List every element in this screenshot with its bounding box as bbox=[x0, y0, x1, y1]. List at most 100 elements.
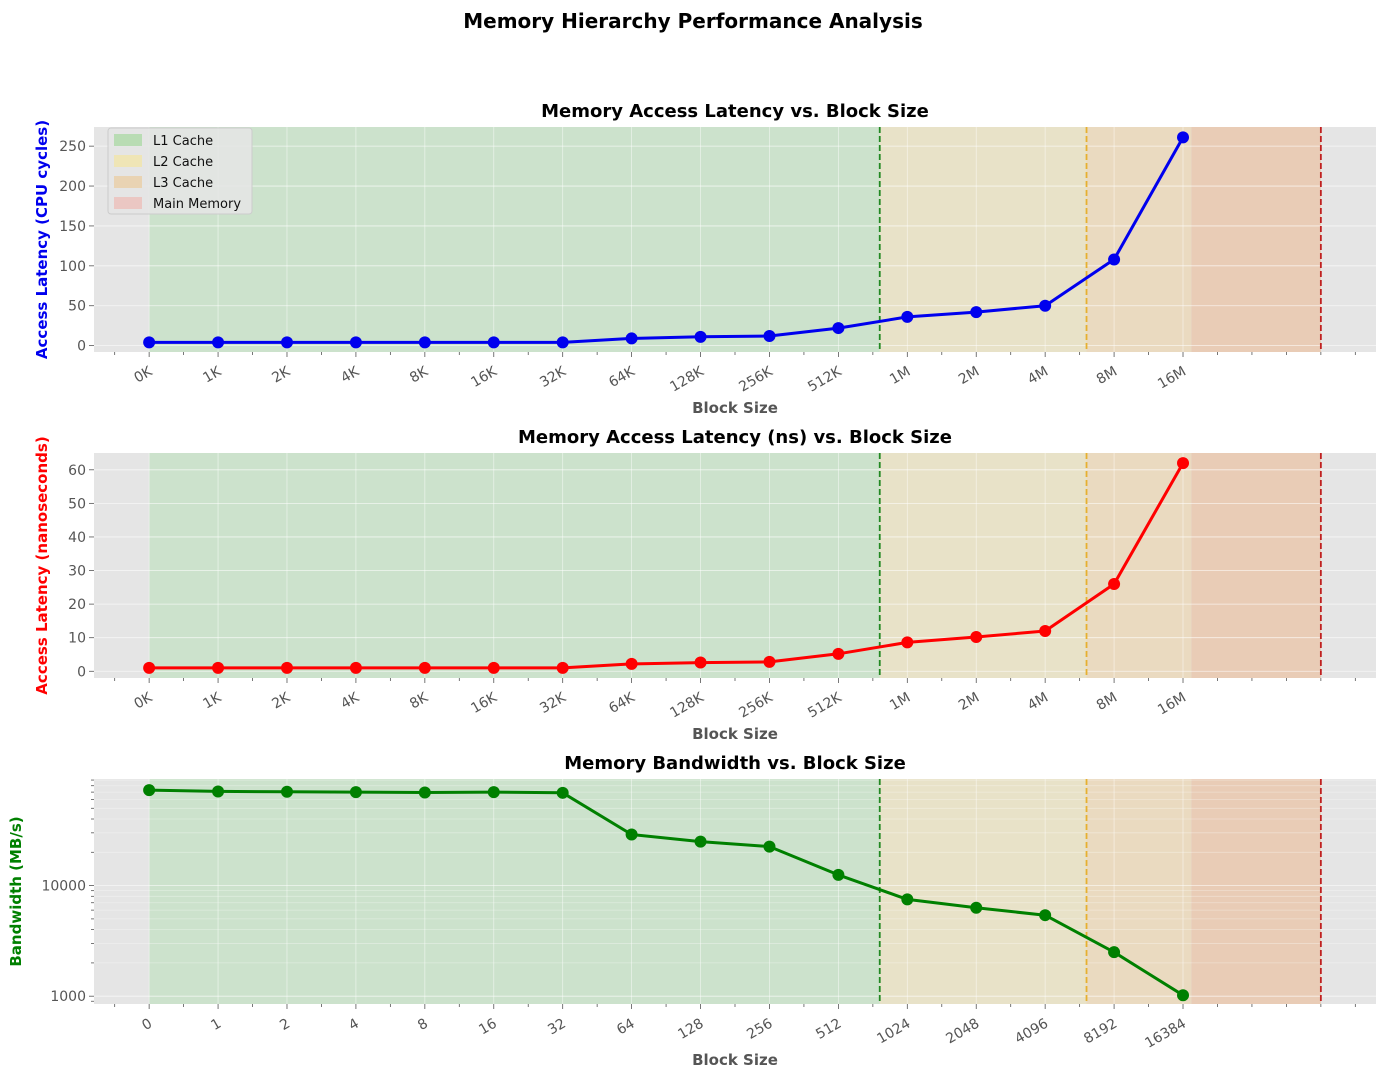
data-point bbox=[487, 786, 500, 799]
legend-swatch bbox=[114, 155, 142, 167]
data-point bbox=[143, 784, 156, 797]
data-point bbox=[763, 655, 776, 668]
x-tick-label: 16 bbox=[476, 1016, 500, 1039]
grid bbox=[94, 127, 1376, 352]
data-point bbox=[143, 336, 156, 349]
x-tick-label: 512 bbox=[813, 1016, 844, 1043]
x-tick-label: 64 bbox=[614, 1016, 638, 1039]
data-point bbox=[1108, 946, 1121, 959]
legend-swatch bbox=[114, 134, 142, 146]
data-point bbox=[625, 332, 638, 345]
y-axis-label: Bandwidth (MB/s) bbox=[7, 816, 25, 966]
data-point bbox=[1177, 131, 1190, 144]
data-point bbox=[1108, 253, 1121, 266]
data-point bbox=[280, 336, 293, 349]
data-point bbox=[418, 336, 431, 349]
legend-entry: Main Memory bbox=[153, 197, 241, 212]
x-tick-label: 16M bbox=[1155, 690, 1189, 719]
panel-title: Memory Bandwidth vs. Block Size bbox=[564, 753, 906, 774]
data-point bbox=[212, 336, 225, 349]
y-tick-label: 1000 bbox=[50, 989, 86, 1005]
x-axis-label: Block Size bbox=[692, 399, 778, 417]
data-point bbox=[694, 835, 707, 848]
x-tick-label: 4M bbox=[1025, 690, 1051, 714]
x-tick-label: 128 bbox=[675, 1016, 706, 1043]
x-tick-label: 4M bbox=[1025, 364, 1051, 388]
x-tick-label: 64K bbox=[606, 363, 638, 391]
data-point bbox=[832, 647, 845, 660]
x-tick-label: 2M bbox=[956, 364, 982, 388]
data-point bbox=[625, 828, 638, 841]
x-axis-label: Block Size bbox=[692, 725, 778, 743]
data-point bbox=[349, 661, 362, 674]
data-point bbox=[418, 661, 431, 674]
main-memory-band bbox=[1191, 453, 1321, 678]
data-point bbox=[280, 785, 293, 798]
chart-panels: 0K 1K 2K 4K 8K 16K 32K 64K 128K 256K 512K 1M 2M 4M 8M 1… bbox=[7, 101, 1376, 1069]
data-point bbox=[349, 336, 362, 349]
chart-panel-1: 0K 1K 2K 4K 8K 16K 32K 64K 128K 256K 512K 1M 2M 4M 8M 1… bbox=[33, 101, 1376, 417]
legend-entry: L1 Cache bbox=[153, 134, 213, 149]
y-tick-label: 150 bbox=[59, 219, 86, 235]
legend: L1 Cache L2 Cache L3 Cache Main Memory bbox=[107, 127, 253, 215]
x-tick-label: 16K bbox=[468, 363, 500, 391]
y-tick-label: 10000 bbox=[41, 879, 86, 895]
x-tick-label: 2 bbox=[277, 1016, 293, 1034]
y-tick-label: 0 bbox=[77, 339, 86, 355]
data-point bbox=[1039, 909, 1052, 922]
legend-entry: L2 Cache bbox=[153, 155, 213, 170]
data-point bbox=[832, 868, 845, 881]
series-line bbox=[149, 462, 1185, 670]
l1-cache-band bbox=[149, 779, 880, 1004]
data-point bbox=[212, 785, 225, 798]
l2-cache-band bbox=[879, 127, 1087, 352]
data-point bbox=[901, 893, 914, 906]
main-memory-band bbox=[1191, 127, 1321, 352]
legend-entry: L3 Cache bbox=[153, 176, 213, 191]
y-tick-label: 50 bbox=[68, 299, 86, 315]
x-tick-label: 1 bbox=[208, 1016, 224, 1034]
x-tick-label: 256 bbox=[744, 1016, 775, 1043]
panel-title: Memory Access Latency vs. Block Size bbox=[541, 101, 929, 122]
y-tick-label: 30 bbox=[68, 564, 86, 580]
x-tick-label: 8M bbox=[1094, 364, 1120, 388]
data-point bbox=[418, 786, 431, 799]
x-tick-label: 2K bbox=[269, 689, 293, 712]
y-tick-label: 50 bbox=[68, 496, 86, 512]
x-tick-label: 0K bbox=[131, 689, 155, 712]
y-tick-label: 100 bbox=[59, 259, 86, 275]
x-tick-label: 8M bbox=[1094, 690, 1120, 714]
figure-title: Memory Hierarchy Performance Analysis bbox=[463, 9, 923, 33]
x-tick-label: 256K bbox=[736, 363, 776, 395]
data-point bbox=[1108, 577, 1121, 590]
data-point bbox=[487, 661, 500, 674]
x-tick-label: 0 bbox=[139, 1016, 155, 1034]
data-point bbox=[970, 306, 983, 319]
x-tick-label: 2M bbox=[956, 690, 982, 714]
x-tick-label: 512K bbox=[805, 689, 845, 721]
grid bbox=[94, 779, 1376, 1004]
x-tick-label: 16M bbox=[1155, 364, 1189, 393]
x-tick-label: 128K bbox=[667, 689, 707, 721]
x-tick-label: 32K bbox=[537, 689, 569, 717]
x-tick-label: 128K bbox=[667, 363, 707, 395]
x-tick-label: 64K bbox=[606, 689, 638, 717]
x-tick-label: 512K bbox=[805, 363, 845, 395]
x-tick-label: 2048 bbox=[943, 1016, 982, 1048]
data-point bbox=[556, 786, 569, 799]
x-tick-label: 0K bbox=[131, 363, 155, 386]
y-tick-label: 40 bbox=[68, 530, 86, 546]
data-point bbox=[763, 330, 776, 343]
x-tick-label: 2K bbox=[269, 363, 293, 386]
x-tick-label: 8192 bbox=[1081, 1016, 1120, 1048]
x-tick-label: 256K bbox=[736, 689, 776, 721]
x-tick-label: 4 bbox=[346, 1016, 362, 1034]
y-axis-label: Access Latency (nanoseconds) bbox=[33, 436, 51, 694]
y-tick-label: 60 bbox=[68, 463, 86, 479]
data-point bbox=[1177, 457, 1190, 470]
data-point bbox=[901, 310, 914, 323]
x-tick-label: 8K bbox=[407, 689, 431, 712]
series-line bbox=[149, 136, 1185, 344]
data-point bbox=[901, 636, 914, 649]
data-point bbox=[556, 336, 569, 349]
